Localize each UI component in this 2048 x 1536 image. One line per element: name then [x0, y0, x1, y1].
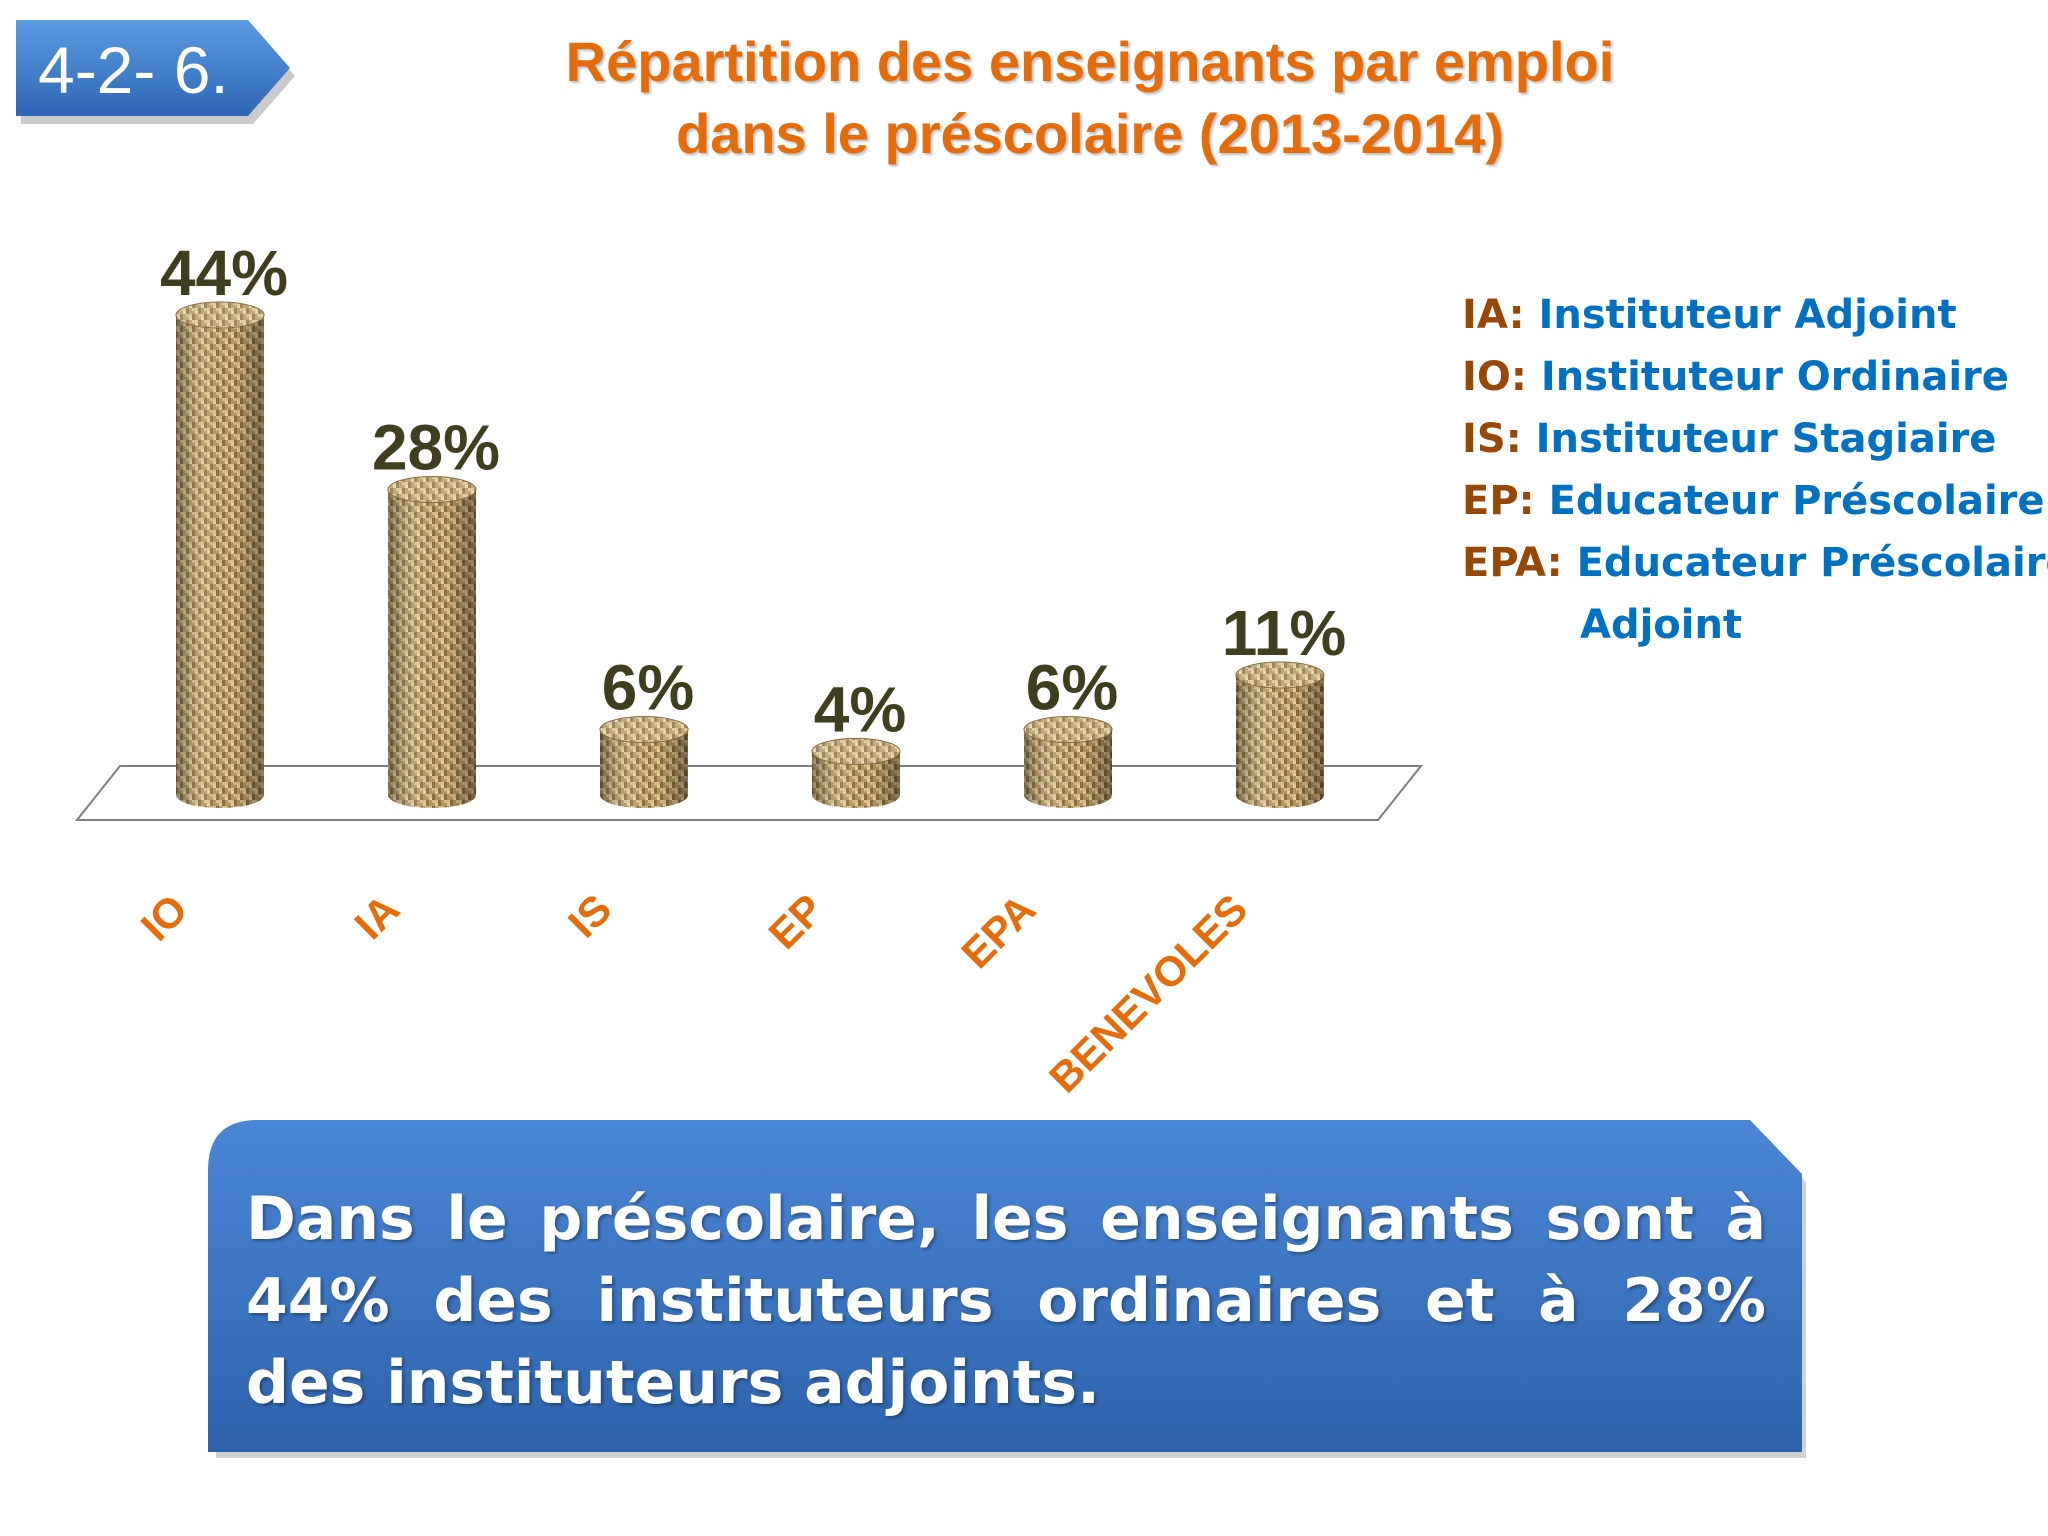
bar-is — [599, 716, 689, 808]
value-label-ia: 28% — [372, 412, 500, 484]
legend-full: Educateur Préscolaire — [1576, 540, 2048, 586]
bar-top-highlight — [1024, 716, 1112, 743]
labels-layer: 44% IO 28% IA 6% IS 4% EP 6% EPA 11% BENEVOLES — [132, 237, 1347, 1100]
chart-floor — [74, 765, 1424, 821]
legend-abbr: IS: — [1462, 416, 1522, 462]
bar-top — [175, 301, 265, 329]
legend-item-ep: EP: Educateur Préscolaire — [1462, 470, 2045, 532]
bar-io — [175, 301, 265, 808]
bar-top — [599, 716, 689, 744]
bar-epa — [1023, 716, 1113, 808]
bar-top-highlight — [812, 738, 900, 765]
legend-full: Instituteur Stagiaire — [1535, 416, 1997, 462]
bar-top — [1235, 661, 1325, 689]
legend-full: Educateur Préscolaire — [1548, 478, 2045, 524]
legend-abbr: EPA: — [1462, 540, 1563, 586]
bar-top — [1023, 716, 1113, 744]
value-label-ep: 4% — [814, 673, 907, 745]
legend-full: Instituteur Adjoint — [1538, 292, 1957, 338]
chart-title-line-1: Répartition des enseignants par emploi — [565, 30, 1615, 93]
legend-item-io: IO: Instituteur Ordinaire — [1462, 346, 2042, 408]
legend-abbr: IA: — [1462, 292, 1525, 338]
legend: IA: Instituteur Adjoint IO: Instituteur … — [1462, 284, 2048, 656]
bar-top — [811, 737, 901, 765]
category-label-ia: IA — [345, 885, 408, 948]
legend-abbr: EP: — [1462, 478, 1535, 524]
bar-shade — [600, 729, 688, 808]
bar-shade — [1024, 729, 1112, 808]
summary-callout: Dans le préscolaire, les enseignants son… — [206, 1118, 1810, 1458]
category-label-io: IO — [132, 885, 197, 950]
bar-ep — [811, 737, 901, 808]
bar-top — [387, 476, 477, 504]
slide-number-tag: 4-2- 6. — [14, 16, 296, 128]
legend-full: Instituteur Ordinaire — [1540, 354, 2009, 400]
bars-layer — [175, 301, 1325, 808]
bar-benevoles — [1235, 661, 1325, 808]
legend-abbr: IO: — [1462, 354, 1527, 400]
category-label-benevoles: BENEVOLES — [1040, 885, 1256, 1100]
value-label-io: 44% — [160, 237, 288, 309]
value-label-benevoles: 11% — [1222, 597, 1347, 669]
category-label-is: IS — [559, 885, 620, 946]
value-label-is: 6% — [602, 652, 695, 724]
legend-item-ia: IA: Instituteur Adjoint — [1462, 284, 2042, 346]
bar-shade — [176, 315, 264, 808]
legend-item-is: IS: Instituteur Stagiaire — [1462, 408, 2042, 470]
category-label-ep: EP — [760, 885, 833, 958]
legend-item-epa: EPA: Educateur Préscolaire — [1462, 532, 2048, 594]
bar-top-highlight — [176, 302, 264, 328]
chart-title: Répartition des enseignants par emploi d… — [380, 26, 1800, 170]
summary-text: Dans le préscolaire, les enseignants son… — [246, 1184, 1766, 1418]
bar-chart: 44% IO 28% IA 6% IS 4% EP 6% EPA 11% BENEVOLES — [74, 237, 1424, 1100]
bar-shade — [1236, 675, 1324, 808]
chart-title-line-2: dans le préscolaire (2013-2014) — [675, 102, 1505, 165]
bar-shade — [388, 489, 476, 808]
category-label-epa: EPA — [952, 885, 1044, 977]
legend-item-epa-continuation: Adjoint — [1580, 602, 1743, 648]
bar-top-highlight — [600, 716, 688, 743]
slide-number: 4-2- 6. — [38, 33, 229, 107]
bar-top-highlight — [388, 476, 476, 503]
value-label-epa: 6% — [1026, 652, 1119, 724]
bar-top-highlight — [1236, 662, 1324, 688]
bar-shade — [812, 751, 900, 808]
bar-ia — [387, 476, 477, 808]
